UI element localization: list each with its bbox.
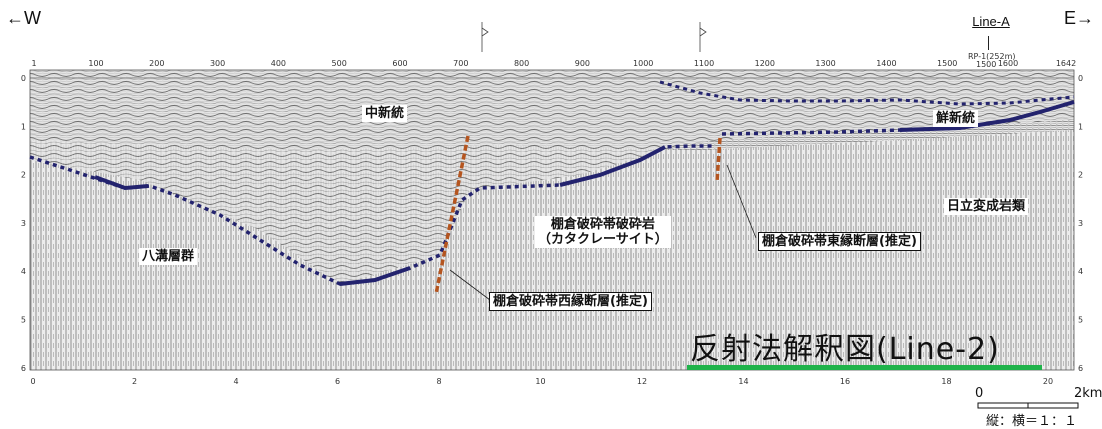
rp-sub-label: 1500 <box>976 60 997 69</box>
depth-tick-label: 0 <box>21 74 26 83</box>
cdp-axis: 1 100 200 300 400 500 600 700 800 900 1000 1100 1200… <box>31 59 1076 68</box>
distance-tick-label: 16 <box>840 377 850 386</box>
label-tanakura-rock: 棚倉破砕帯破砕岩 （カタクレーサイト） <box>535 216 671 248</box>
cdp-tick-label: 1200 <box>755 59 775 68</box>
cdp-tick-label: 1300 <box>815 59 835 68</box>
depth-tick-label: 4 <box>21 267 26 276</box>
label-yamizo: 八溝層群 <box>139 248 198 265</box>
distance-tick-label: 14 <box>738 377 748 386</box>
line-a-label: Line-A <box>972 14 1010 29</box>
label-hitachi: 日立変成岩類 <box>944 198 1029 215</box>
east-direction-label: E→ <box>1064 8 1095 28</box>
label-miocene: 中新統 <box>362 105 408 122</box>
line-a-tick <box>988 36 989 50</box>
west-fault-leader <box>449 269 491 301</box>
depth-tick-label: 6 <box>21 364 26 373</box>
top-markers <box>481 22 707 52</box>
cdp-tick-label: 1100 <box>694 59 714 68</box>
depth-tick-label: 2 <box>21 171 26 180</box>
depth-tick-label: 1 <box>1078 122 1083 131</box>
cdp-tick-label: 700 <box>453 59 468 68</box>
cdp-tick-label: 1000 <box>633 59 653 68</box>
distance-tick-label: 0 <box>30 377 35 386</box>
cdp-tick-label: 300 <box>210 59 225 68</box>
cdp-tick-label: 1642 <box>1056 59 1076 68</box>
cdp-tick-label: 1 <box>31 59 36 68</box>
depth-axis-right: 0 1 2 3 4 5 6 <box>1078 74 1083 373</box>
label-pliocene: 鮮新統 <box>933 110 979 127</box>
distance-tick-label: 20 <box>1043 377 1053 386</box>
label-east-fault: 棚倉破砕帯東縁断層(推定) <box>758 232 921 251</box>
depth-tick-label: 2 <box>1078 171 1083 180</box>
line-a-marker: Line-A <box>956 14 1026 50</box>
cdp-tick-label: 100 <box>88 59 103 68</box>
cdp-tick-label: 600 <box>392 59 407 68</box>
label-tanakura-rock-line1: 棚倉破砕帯破砕岩 <box>550 217 655 232</box>
scale-bar <box>977 402 1079 409</box>
cdp-tick-label: 500 <box>332 59 347 68</box>
figure-title: 反射法解釈図(Line-2) <box>690 332 1000 367</box>
depth-tick-label: 5 <box>21 316 26 325</box>
title-underline <box>687 365 1042 370</box>
distance-tick-label: 12 <box>637 377 647 386</box>
cdp-tick-label: 1500 <box>937 59 957 68</box>
distance-tick-label: 2 <box>132 377 137 386</box>
east-fault-line <box>715 137 722 183</box>
depth-tick-label: 3 <box>21 219 26 228</box>
distance-tick-label: 10 <box>535 377 545 386</box>
label-west-fault: 棚倉破砕帯西縁断層(推定) <box>489 292 652 311</box>
distance-tick-label: 4 <box>233 377 238 386</box>
depth-tick-label: 6 <box>1078 364 1083 373</box>
depth-tick-label: 3 <box>1078 219 1083 228</box>
cdp-tick-label: 800 <box>514 59 529 68</box>
cdp-tick-label: 1400 <box>876 59 896 68</box>
scale-zero: 0 <box>975 386 984 401</box>
cdp-tick-label: 200 <box>149 59 164 68</box>
west-direction-label: ←W <box>6 8 41 28</box>
east-fault-leader <box>726 164 757 239</box>
cdp-tick-label: 900 <box>575 59 590 68</box>
distance-tick-label: 18 <box>941 377 951 386</box>
distance-tick-label: 6 <box>335 377 340 386</box>
cdp-tick-label: 400 <box>271 59 286 68</box>
depth-tick-label: 4 <box>1078 267 1083 276</box>
depth-tick-label: 5 <box>1078 316 1083 325</box>
label-tanakura-rock-line2: （カタクレーサイト） <box>538 232 668 247</box>
scale-ratio: 縦：横＝１：１ <box>986 414 1078 429</box>
scale-end: 2km <box>1074 386 1102 401</box>
rp-label: RP-1(252m) <box>968 52 1016 61</box>
depth-axis-left: 0 1 2 3 4 5 6 <box>21 74 26 373</box>
cdp-tick-label: 1600 <box>998 59 1018 68</box>
section-frame <box>29 69 1075 371</box>
section-sediment-texture <box>30 70 1074 285</box>
depth-tick-label: 0 <box>1078 74 1083 83</box>
depth-tick-label: 1 <box>21 122 26 131</box>
distance-tick-label: 8 <box>436 377 441 386</box>
distance-axis: 0 2 4 6 8 10 12 14 16 18 20 <box>30 377 1053 386</box>
